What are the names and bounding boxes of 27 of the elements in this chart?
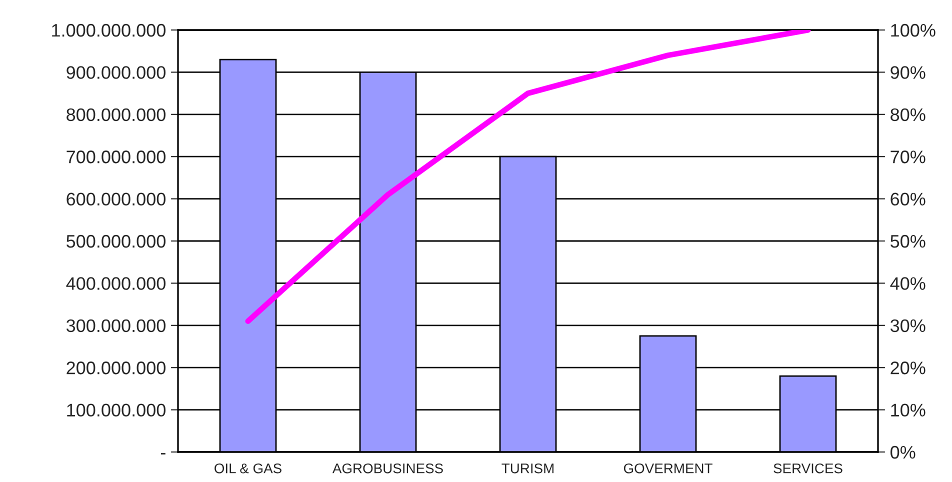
y-tick-label: 700.000.000 xyxy=(66,150,166,164)
y2-tick-label: 70% xyxy=(890,150,926,164)
y-tick-label: - xyxy=(160,453,166,454)
y-tick-label: 1.000.000.000 xyxy=(52,24,166,37)
y2-tick-label: 60% xyxy=(890,192,926,206)
y-tick-label: 200.000.000 xyxy=(66,362,166,374)
y2-tick-label: 80% xyxy=(890,108,926,122)
y2-tick-label: 90% xyxy=(890,66,926,79)
y2-tick-label: 0% xyxy=(890,446,916,459)
y-tick-label: 100.000.000 xyxy=(67,404,166,417)
y2-tick-label: 20% xyxy=(890,362,926,374)
x-tick-label: GOVERMENT xyxy=(624,463,712,474)
y2-tick-label: 50% xyxy=(890,234,926,248)
y-tick-label: 900.000.000 xyxy=(66,66,166,79)
y-tick-label: 300.000.000 xyxy=(66,319,166,332)
x-tick-label: AGROBUSINESS xyxy=(332,463,443,474)
y-tick-label: 500.000.000 xyxy=(66,234,166,248)
x-tick-label: TURISM xyxy=(502,463,554,474)
y-tick-label: 400.000.000 xyxy=(66,277,166,290)
y2-tick-label: 30% xyxy=(890,319,926,332)
x-tick-label: OIL & GAS xyxy=(214,463,282,474)
y-tick-label: 600.000.000 xyxy=(66,192,166,206)
y2-tick-label: 100% xyxy=(891,24,936,37)
x-tick-label: SERVICES xyxy=(774,463,842,474)
y2-tick-label: 40% xyxy=(890,277,926,290)
y2-tick-label: 10% xyxy=(891,404,926,417)
y-tick-label: 800.000.000 xyxy=(66,108,166,122)
